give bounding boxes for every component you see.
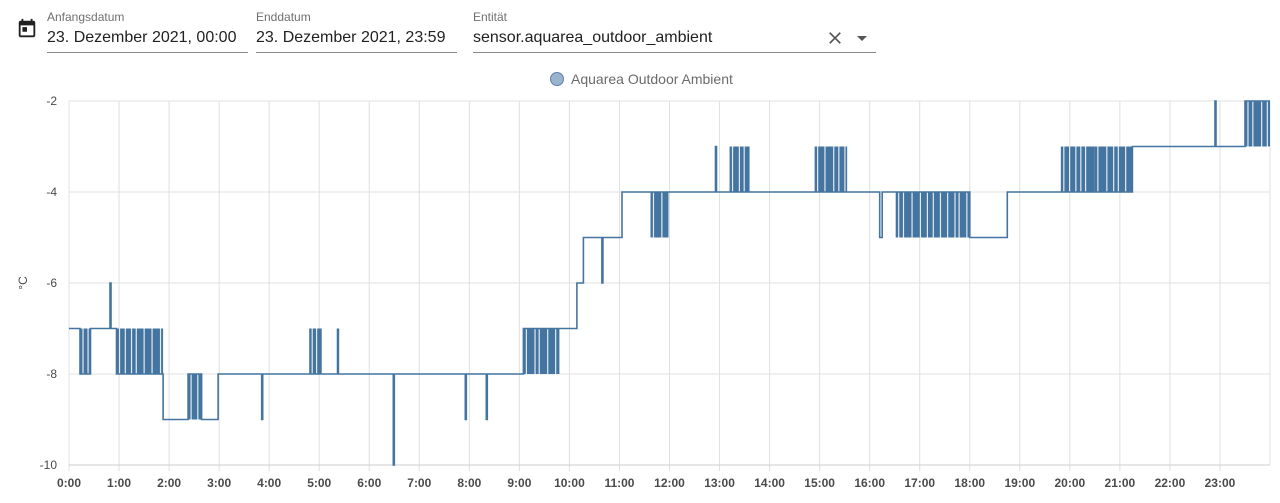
x-tick-label: 22:00 xyxy=(1155,476,1186,490)
x-tick-label: 23:00 xyxy=(1205,476,1236,490)
legend-label: Aquarea Outdoor Ambient xyxy=(571,71,733,87)
end-date-field[interactable]: Enddatum 23. Dezember 2021, 23:59 xyxy=(256,0,457,53)
x-tick-label: 12:00 xyxy=(654,476,685,490)
legend-swatch xyxy=(550,72,564,86)
x-tick-label: 5:00 xyxy=(307,476,331,490)
calendar-icon[interactable] xyxy=(16,18,38,40)
y-tick-label: -10 xyxy=(40,458,58,472)
x-tick-label: 16:00 xyxy=(854,476,885,490)
series-band xyxy=(814,146,848,192)
x-tick-label: 9:00 xyxy=(507,476,531,490)
series-band xyxy=(80,328,91,374)
x-tick-label: 7:00 xyxy=(407,476,431,490)
end-date-label: Enddatum xyxy=(256,10,311,24)
close-icon[interactable] xyxy=(825,28,845,48)
start-date-value[interactable]: 23. Dezember 2021, 00:00 xyxy=(47,29,237,46)
series-band xyxy=(1060,146,1095,192)
x-tick-label: 6:00 xyxy=(357,476,381,490)
x-tick-label: 18:00 xyxy=(954,476,985,490)
end-date-value[interactable]: 23. Dezember 2021, 23:59 xyxy=(256,29,446,46)
series-line xyxy=(69,100,1270,466)
start-date-field[interactable]: Anfangsdatum 23. Dezember 2021, 00:00 xyxy=(47,0,248,53)
x-tick-label: 17:00 xyxy=(904,476,935,490)
y-axis-label: °C xyxy=(16,276,30,290)
series-band xyxy=(188,374,202,420)
start-date-underline xyxy=(47,52,248,53)
x-tick-label: 14:00 xyxy=(754,476,785,490)
x-tick-label: 0:00 xyxy=(57,476,81,490)
x-tick-label: 2:00 xyxy=(157,476,181,490)
x-tick-label: 11:00 xyxy=(604,476,634,490)
entity-picker[interactable]: Entität sensor.aquarea_outdoor_ambient xyxy=(473,0,876,53)
x-tick-label: 19:00 xyxy=(1004,476,1035,490)
x-tick-label: 4:00 xyxy=(257,476,281,490)
series-band xyxy=(116,328,164,374)
entity-value[interactable]: sensor.aquarea_outdoor_ambient xyxy=(473,29,713,46)
x-tick-label: 20:00 xyxy=(1054,476,1085,490)
x-tick-label: 15:00 xyxy=(804,476,835,490)
series-band xyxy=(1244,101,1270,147)
series-band xyxy=(523,328,560,374)
y-tick-label: -2 xyxy=(46,94,57,108)
entity-underline xyxy=(473,52,876,53)
x-tick-label: 1:00 xyxy=(107,476,131,490)
start-date-label: Anfangsdatum xyxy=(47,10,125,24)
y-tick-label: -4 xyxy=(46,185,57,199)
x-tick-label: 8:00 xyxy=(457,476,481,490)
series-band xyxy=(650,192,669,238)
entity-label: Entität xyxy=(473,10,508,24)
arrow-drop-down-icon[interactable] xyxy=(855,33,869,43)
x-tick-label: 13:00 xyxy=(704,476,735,490)
y-tick-label: -6 xyxy=(46,276,57,290)
x-tick-label: 21:00 xyxy=(1105,476,1136,490)
x-tick-label: 3:00 xyxy=(207,476,231,490)
x-tick-label: 10:00 xyxy=(554,476,585,490)
y-tick-label: -8 xyxy=(46,367,57,381)
series-band xyxy=(309,328,322,374)
series-band xyxy=(336,328,340,374)
end-date-underline xyxy=(256,52,457,53)
chart-legend[interactable]: Aquarea Outdoor Ambient xyxy=(550,70,733,88)
